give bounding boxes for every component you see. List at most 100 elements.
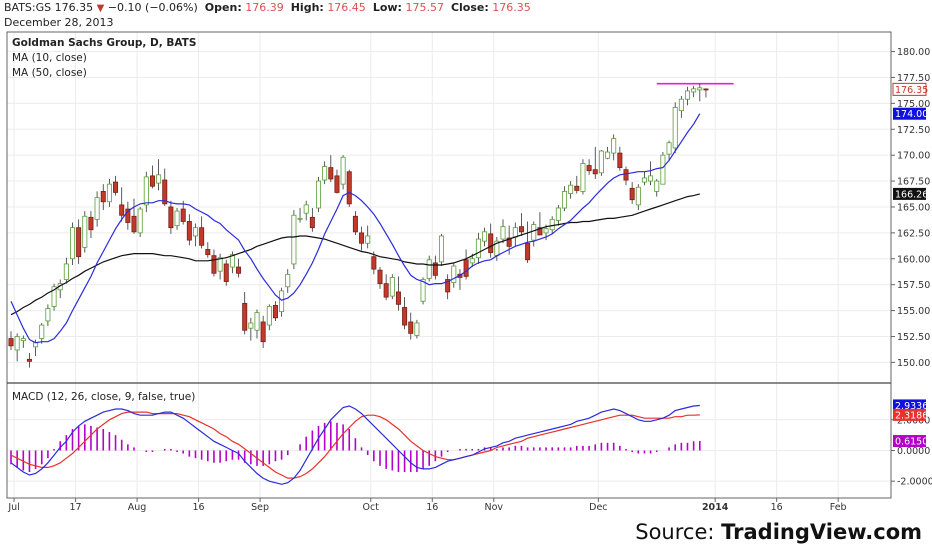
candle <box>76 219 82 264</box>
candle-up <box>340 156 346 185</box>
candle-up <box>685 90 691 100</box>
candle <box>432 255 438 280</box>
candle-down <box>272 304 278 319</box>
ma10-badge <box>893 107 926 120</box>
candle-down <box>518 226 524 233</box>
candle-up <box>303 204 309 214</box>
candle-down <box>586 165 592 172</box>
candle <box>605 146 611 160</box>
open-value: 176.39 <box>245 1 284 14</box>
ma50-legend: MA (50, close) <box>12 67 87 79</box>
hist-badge-label: 0.6150 <box>895 437 928 448</box>
candle <box>488 223 494 258</box>
candle-up <box>82 215 88 248</box>
candle-up <box>641 177 647 183</box>
price-tick-label: 175.00 <box>897 99 930 110</box>
candle <box>648 161 654 186</box>
candle-up <box>414 322 420 336</box>
candle-up <box>156 174 162 184</box>
candle-down <box>199 227 205 246</box>
candle-up <box>279 290 285 313</box>
candle <box>285 269 291 293</box>
candle-up <box>451 265 457 284</box>
candle-down <box>8 338 14 347</box>
ma50-badge-label: 166.26 <box>895 189 928 200</box>
candle <box>143 171 149 213</box>
candle <box>63 257 69 284</box>
candle-up <box>438 235 444 263</box>
candle <box>51 283 57 311</box>
candle <box>82 211 88 253</box>
candle <box>211 249 217 277</box>
candle-up <box>555 207 561 221</box>
candle-down <box>432 262 438 276</box>
candle <box>242 291 248 335</box>
candle-up <box>70 227 76 260</box>
candle <box>445 274 451 300</box>
candle-up <box>697 87 703 91</box>
candle <box>402 297 408 330</box>
candle-down <box>168 206 174 229</box>
candle <box>580 159 586 195</box>
candle <box>131 198 137 234</box>
price-tick-label: 157.50 <box>897 280 930 291</box>
candle <box>598 149 604 176</box>
candle-down <box>242 302 248 331</box>
candle <box>322 161 328 185</box>
candle <box>562 186 568 212</box>
candle-down <box>100 191 106 203</box>
candle <box>186 214 192 246</box>
candle-up <box>678 98 684 112</box>
x-tick-label: 16 <box>193 502 205 513</box>
candle <box>254 309 260 339</box>
candle <box>205 242 211 258</box>
x-tick-label: 17 <box>70 502 82 513</box>
candle <box>20 335 26 348</box>
candle <box>248 317 254 341</box>
candle-down <box>525 242 531 261</box>
candle-up <box>611 138 617 154</box>
candle-up <box>654 180 660 192</box>
candle <box>119 187 125 222</box>
candle <box>303 200 309 221</box>
candle <box>180 200 186 225</box>
candle <box>518 213 524 236</box>
candle-up <box>143 176 149 206</box>
candle <box>346 169 352 207</box>
symbol: BATS:GS <box>4 1 52 14</box>
macd-tick-label: 0.0000 <box>897 446 930 457</box>
candle <box>291 210 297 270</box>
candle-up <box>605 151 611 159</box>
candle-up <box>660 154 666 185</box>
candle-down <box>408 321 414 334</box>
candle <box>666 140 672 162</box>
candle-up <box>291 214 297 265</box>
candle-down <box>125 208 131 223</box>
price-change: −0.10 (−0.06%) <box>107 1 198 14</box>
candle <box>537 212 543 236</box>
candle-down <box>445 279 451 293</box>
candle <box>463 249 469 280</box>
candle <box>574 175 580 194</box>
candle-down <box>223 263 229 282</box>
candle-up <box>580 163 586 192</box>
x-tick-label: Nov <box>485 502 504 513</box>
candle-up <box>254 312 260 331</box>
x-tick-label: 16 <box>771 502 783 513</box>
price-tick-label: 155.00 <box>897 306 930 317</box>
candle <box>279 287 285 317</box>
last-price: 176.35 <box>54 1 94 14</box>
candle-down <box>205 249 211 256</box>
candle-up <box>20 338 26 342</box>
close-value: 176.35 <box>492 1 531 14</box>
candle-down <box>131 215 137 233</box>
candle <box>672 102 678 154</box>
candle <box>113 175 119 196</box>
candle <box>39 323 45 344</box>
candle <box>352 211 358 235</box>
macd-tick-label: -2.0000 <box>897 477 932 488</box>
candle-up <box>469 258 475 264</box>
candle <box>174 208 180 230</box>
candle-down <box>119 204 125 216</box>
